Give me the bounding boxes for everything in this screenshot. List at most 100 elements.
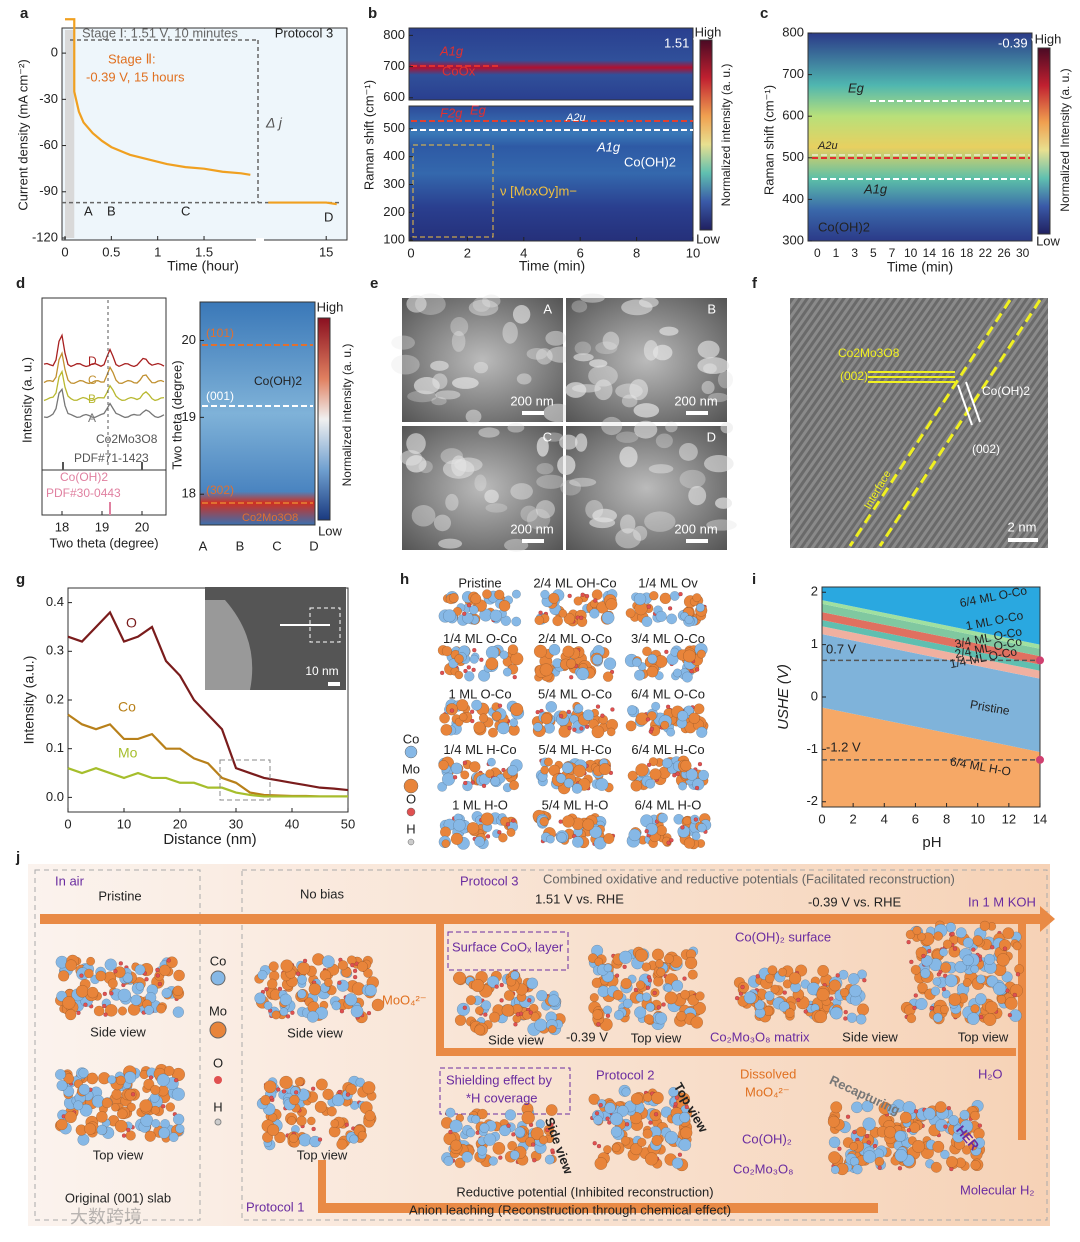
x-tick-label: 30 bbox=[1016, 246, 1030, 260]
atom bbox=[603, 963, 613, 973]
x-tick-label: 40 bbox=[285, 816, 299, 831]
atom bbox=[663, 953, 674, 964]
atom bbox=[655, 610, 667, 623]
mo-box bbox=[412, 144, 494, 238]
label: -1.2 V bbox=[826, 739, 861, 754]
atom bbox=[534, 615, 545, 626]
atom bbox=[782, 990, 788, 995]
atom bbox=[1015, 972, 1021, 977]
grain bbox=[474, 474, 487, 492]
label: Stage Ⅱ: bbox=[108, 51, 156, 66]
atom bbox=[692, 593, 702, 603]
label: -0.39 V bbox=[998, 35, 1040, 50]
atom bbox=[674, 1095, 680, 1100]
atom bbox=[466, 665, 472, 670]
interface-line bbox=[848, 299, 1012, 547]
atom bbox=[462, 1005, 468, 1010]
atom bbox=[912, 926, 922, 936]
label: C bbox=[543, 429, 552, 444]
label: (002) bbox=[840, 369, 868, 383]
atom bbox=[682, 976, 687, 981]
atom bbox=[962, 954, 974, 967]
grain bbox=[615, 528, 642, 549]
grain bbox=[571, 300, 588, 313]
atom bbox=[165, 1102, 176, 1112]
atom bbox=[449, 708, 455, 713]
atom bbox=[530, 1142, 536, 1147]
atom bbox=[634, 1006, 647, 1019]
atom bbox=[574, 703, 584, 714]
atom bbox=[933, 931, 943, 941]
atom bbox=[917, 932, 926, 941]
atom bbox=[626, 705, 638, 716]
atom bbox=[453, 818, 466, 832]
atom bbox=[531, 1158, 537, 1163]
atom bbox=[471, 699, 483, 711]
atom bbox=[644, 829, 649, 834]
grain bbox=[484, 489, 499, 504]
x-tick-label: A bbox=[199, 538, 208, 553]
atom bbox=[101, 1097, 113, 1109]
atom bbox=[940, 962, 952, 974]
y-tick-label: 300 bbox=[782, 232, 804, 247]
x-tick-label: 15 bbox=[319, 244, 333, 259]
atom bbox=[598, 762, 612, 776]
atom bbox=[594, 1110, 600, 1116]
atom bbox=[65, 959, 78, 972]
atom bbox=[556, 832, 567, 843]
grain bbox=[648, 464, 674, 474]
atom bbox=[666, 840, 671, 846]
atom bbox=[135, 982, 145, 991]
atom bbox=[578, 615, 584, 621]
atom bbox=[150, 1105, 160, 1115]
grain bbox=[701, 380, 715, 395]
atom bbox=[677, 710, 689, 722]
atom bbox=[866, 1140, 871, 1145]
atom bbox=[311, 1126, 316, 1132]
atom bbox=[606, 727, 616, 737]
atom bbox=[939, 1004, 949, 1014]
atom bbox=[682, 649, 696, 663]
arrow-bar bbox=[436, 1048, 1016, 1056]
atom bbox=[688, 712, 701, 725]
grain bbox=[569, 477, 597, 487]
x-tick-label: 16 bbox=[941, 246, 955, 260]
atom bbox=[461, 1151, 473, 1163]
atom bbox=[635, 763, 649, 777]
atom bbox=[364, 984, 377, 997]
grain bbox=[559, 434, 578, 450]
atom bbox=[458, 712, 468, 722]
atom bbox=[655, 959, 664, 968]
atom bbox=[352, 968, 358, 974]
x-tick-label: C bbox=[272, 538, 281, 553]
atom bbox=[682, 816, 692, 826]
atom bbox=[271, 1010, 281, 1020]
atom bbox=[998, 939, 1011, 952]
atom bbox=[941, 989, 951, 999]
atom bbox=[281, 1089, 287, 1094]
atom bbox=[855, 1013, 867, 1025]
label: Top view bbox=[297, 1147, 348, 1162]
y-tick-label: 0.0 bbox=[46, 789, 64, 804]
legend-atom bbox=[214, 1076, 222, 1084]
atom bbox=[122, 972, 133, 983]
grain bbox=[545, 330, 567, 346]
label: PDF#30-0443 bbox=[46, 486, 121, 500]
atom bbox=[488, 1011, 500, 1023]
atom bbox=[671, 979, 684, 992]
atom bbox=[438, 759, 449, 771]
heatmap bbox=[408, 27, 694, 101]
atom bbox=[497, 829, 502, 835]
label: PDF#71-1423 bbox=[74, 451, 149, 465]
atom bbox=[828, 979, 841, 992]
heatmap bbox=[199, 301, 316, 526]
atom bbox=[677, 825, 691, 838]
label: 200 nm bbox=[510, 393, 553, 408]
atom bbox=[906, 1128, 912, 1133]
atom bbox=[489, 609, 502, 622]
atom bbox=[614, 973, 620, 978]
atom bbox=[492, 1141, 506, 1155]
y-tick-label: 400 bbox=[782, 191, 804, 206]
sem-image bbox=[566, 298, 727, 422]
atom bbox=[355, 1077, 366, 1088]
